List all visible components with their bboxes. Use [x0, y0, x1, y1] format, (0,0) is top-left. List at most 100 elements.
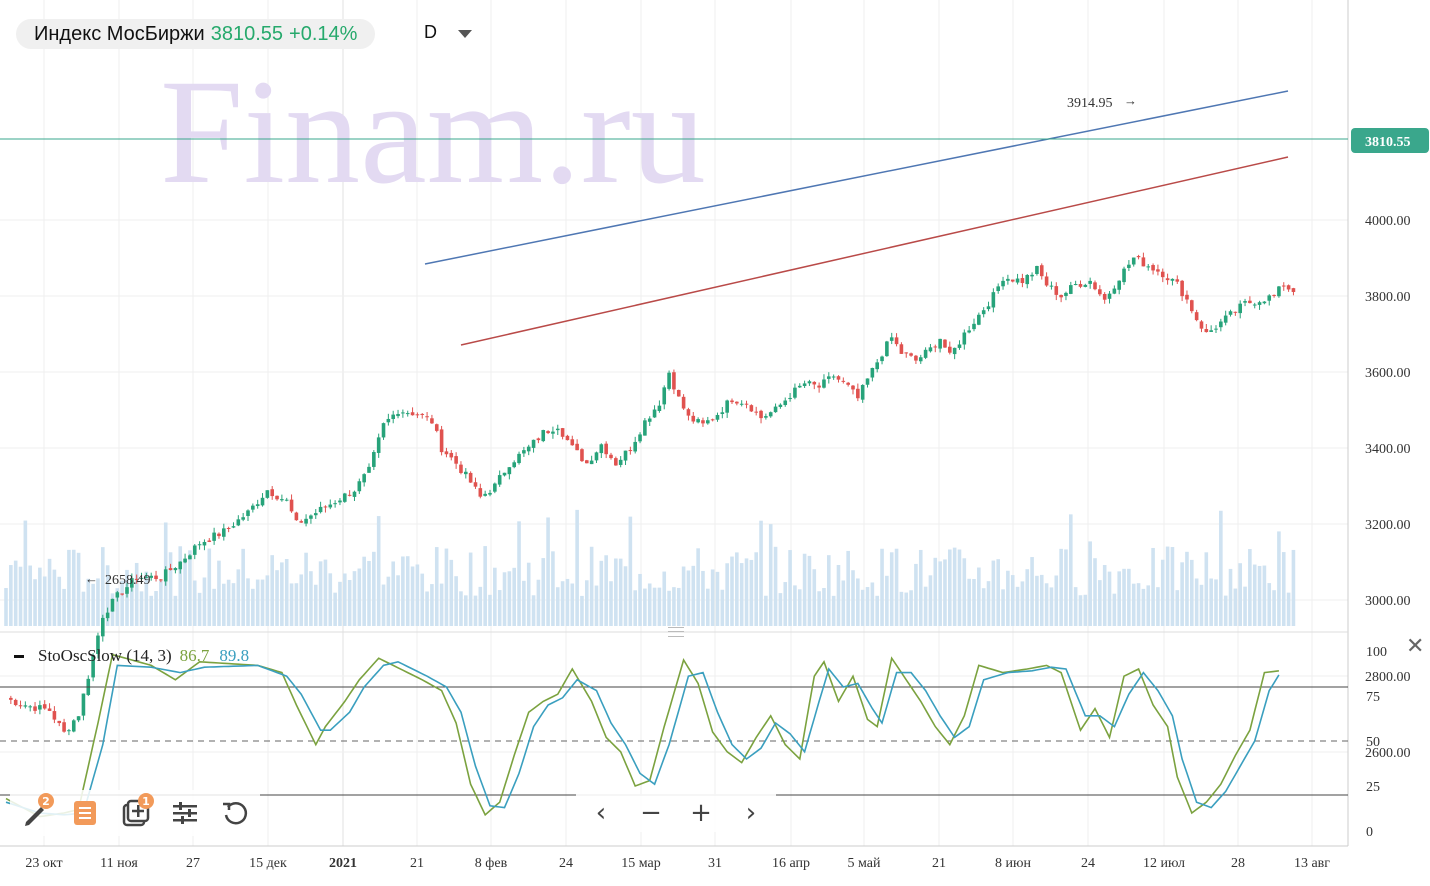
volume-bar — [575, 509, 579, 626]
volume-bar — [386, 576, 391, 626]
volume-bar — [1049, 587, 1054, 626]
volume-bar — [865, 587, 870, 626]
volume-bar — [275, 570, 279, 626]
candle-down — [120, 593, 124, 595]
volume-bar — [880, 548, 884, 626]
zoom-out-button[interactable]: − — [640, 798, 662, 828]
volume-bar — [473, 595, 478, 626]
candle-up — [1223, 315, 1228, 323]
scroll-left-button[interactable]: ‹ — [595, 798, 607, 828]
volume-bar — [681, 566, 686, 626]
candle-up — [1112, 288, 1117, 294]
volume-bar — [730, 556, 734, 626]
indicator-legend[interactable]: StoOscSlow (14, 3) 86.7 89.8 — [14, 646, 249, 666]
candle-up — [643, 420, 647, 436]
candle-up — [357, 481, 362, 492]
volume-bar — [1006, 570, 1010, 626]
candle-down — [565, 435, 570, 441]
upper-trendline — [424, 90, 1289, 265]
volume-bar — [676, 587, 681, 626]
candle-up — [81, 693, 86, 716]
candle-up — [977, 314, 981, 325]
candle-up — [1015, 278, 1020, 283]
volume-bar — [894, 548, 899, 626]
volume-bar — [628, 516, 633, 626]
volume-bar — [105, 565, 110, 626]
volume-bar — [130, 585, 134, 626]
candle-up — [333, 503, 337, 505]
volume-bar — [1219, 510, 1223, 626]
volume-bar — [618, 558, 623, 626]
add-indicator-button[interactable]: 1 — [110, 790, 160, 836]
candle-down — [943, 339, 947, 348]
volume-bar — [1127, 568, 1131, 626]
volume-bar — [938, 561, 942, 626]
candle-down — [681, 396, 686, 409]
volume-bar — [178, 546, 183, 626]
candle-up — [793, 387, 797, 398]
volume-bar — [793, 585, 797, 626]
reset-button[interactable] — [210, 790, 260, 836]
indicator-d-value: 89.8 — [219, 646, 250, 665]
volume-bar — [1107, 571, 1112, 626]
candle-up — [981, 310, 986, 315]
zoom-in-button[interactable]: + — [690, 798, 712, 828]
candle-up — [764, 416, 768, 418]
candle-up — [802, 383, 807, 387]
draw-tool-button[interactable]: 2 — [10, 790, 60, 836]
scroll-right-button[interactable]: › — [745, 798, 757, 828]
settings-button[interactable] — [160, 790, 210, 836]
volume-bar — [735, 552, 739, 626]
candle-up — [1146, 266, 1151, 268]
candle-down — [1190, 300, 1194, 312]
candle-up — [1228, 311, 1233, 315]
candle-up — [144, 576, 149, 578]
candle-down — [1093, 282, 1097, 290]
instrument-selector[interactable]: Индекс МосБиржи 3810.55 +0.14% — [16, 19, 376, 49]
candle-down — [468, 472, 473, 483]
volume-bar — [309, 571, 313, 626]
candle-up — [1049, 285, 1054, 287]
time-tick-label: 23 окт — [25, 856, 62, 871]
candle-up — [1083, 284, 1088, 287]
volume-bar — [42, 576, 47, 626]
candle-down — [1199, 321, 1204, 329]
volume-bar — [236, 569, 241, 626]
candle-down — [1175, 279, 1180, 282]
candle-down — [1020, 278, 1025, 284]
candle-down — [604, 443, 608, 455]
candle-down — [217, 533, 221, 537]
volume-bar — [202, 577, 207, 626]
volume-bar — [497, 590, 502, 626]
close-icon[interactable]: ✕ — [1406, 634, 1425, 659]
candle-up — [599, 444, 604, 454]
candle-up — [188, 555, 192, 560]
candle-up — [1107, 293, 1112, 299]
volume-bar — [846, 550, 850, 626]
candle-down — [1044, 276, 1049, 286]
chevron-down-icon[interactable] — [458, 30, 472, 38]
candle-up — [139, 577, 144, 579]
list-tool-button[interactable] — [60, 790, 110, 836]
candle-down — [1291, 288, 1296, 292]
volume-bar — [1238, 563, 1242, 626]
volume-bar — [231, 583, 236, 626]
timeframe-label[interactable]: D — [424, 22, 437, 42]
candle-down — [749, 405, 754, 412]
volume-bar — [91, 583, 95, 626]
candle-up — [309, 515, 313, 519]
candle-up — [96, 635, 100, 654]
volume-bar — [885, 575, 889, 626]
volume-bar — [343, 573, 347, 626]
pane-resize-handle[interactable] — [668, 627, 684, 637]
time-tick-label: 15 дек — [249, 856, 287, 871]
volume-bar — [749, 559, 754, 626]
candle-up — [318, 506, 323, 513]
volume-bar — [827, 555, 831, 626]
candle-down — [1059, 294, 1063, 298]
candle-down — [609, 454, 613, 459]
candle-up — [807, 381, 812, 384]
volume-bar — [652, 587, 657, 626]
draw-badge: 2 — [38, 793, 54, 809]
